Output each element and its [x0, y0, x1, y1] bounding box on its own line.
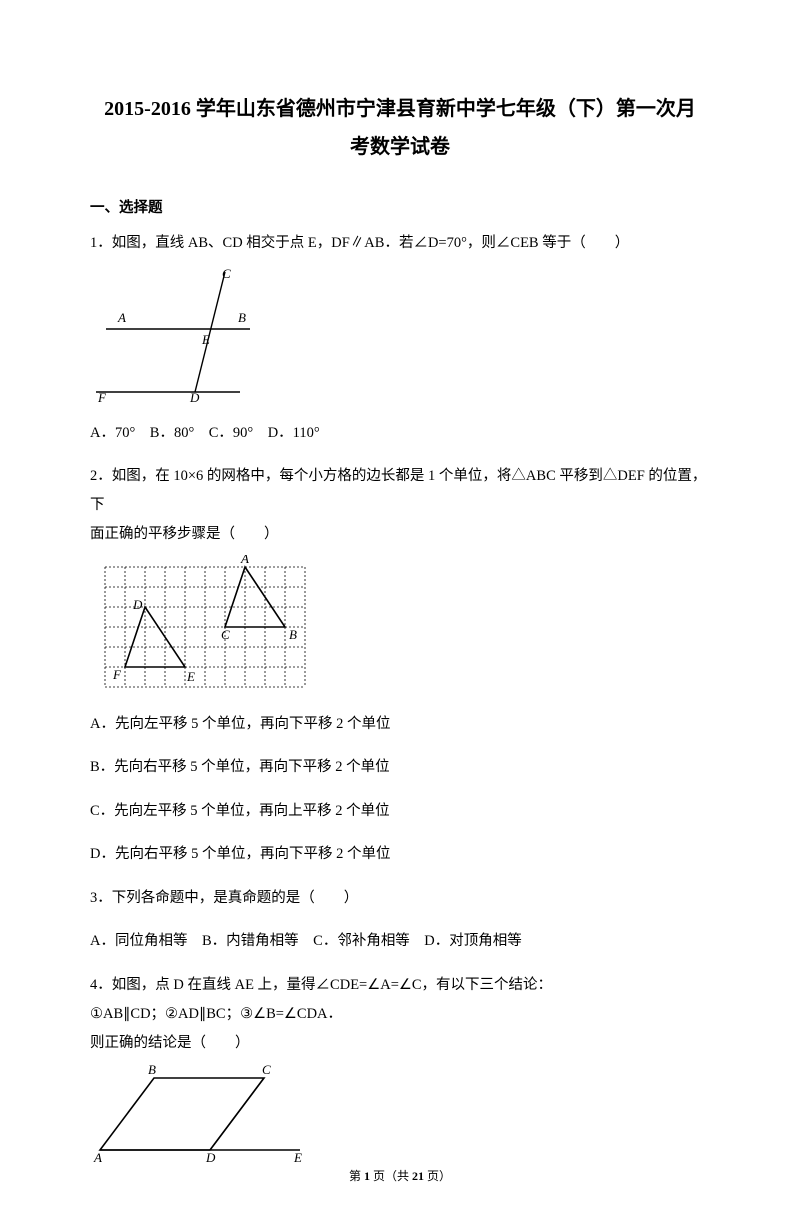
q2-figure: A B C D E F	[90, 555, 710, 695]
svg-text:A: A	[240, 555, 249, 566]
svg-text:E: E	[186, 669, 195, 684]
q1-options: A．70° B．80° C．90° D．110°	[90, 419, 710, 448]
q2-stem-line1: 2．如图，在 10×6 的网格中，每个小方格的边长都是 1 个单位，将△ABC …	[90, 462, 710, 520]
exam-title: 2015-2016 学年山东省德州市宁津县育新中学七年级（下）第一次月 考数学试…	[90, 90, 710, 166]
q2-svg: A B C D E F	[90, 555, 320, 695]
q2-stem-line2: 面正确的平移步骤是（ ）	[90, 520, 710, 549]
svg-text:C: C	[222, 266, 231, 281]
title-line-2: 考数学试卷	[90, 128, 710, 166]
q1-svg: A B C D E F	[90, 264, 260, 404]
svg-text:B: B	[238, 310, 246, 325]
q2-option-c: C．先向左平移 5 个单位，再向上平移 2 个单位	[90, 797, 710, 826]
footer-total: 21	[412, 1169, 424, 1183]
title-line-1: 2015-2016 学年山东省德州市宁津县育新中学七年级（下）第一次月	[90, 90, 710, 128]
svg-text:F: F	[97, 390, 107, 404]
q4-stem-line2: ①AB∥CD；②AD∥BC；③∠B=∠CDA．	[90, 1000, 710, 1029]
svg-text:C: C	[262, 1064, 271, 1077]
svg-text:D: D	[189, 390, 200, 404]
svg-text:F: F	[112, 667, 122, 682]
svg-text:E: E	[293, 1150, 302, 1164]
footer-pre: 第	[349, 1169, 364, 1183]
q3-stem: 3．下列各命题中，是真命题的是（ ）	[90, 884, 710, 913]
svg-text:B: B	[289, 627, 297, 642]
q2-option-b: B．先向右平移 5 个单位，再向下平移 2 个单位	[90, 753, 710, 782]
q4-svg: A B C D E	[90, 1064, 320, 1164]
page-footer: 第 1 页（共 21 页）	[0, 1167, 800, 1184]
q1-stem: 1．如图，直线 AB、CD 相交于点 E，DF∥AB．若∠D=70°，则∠CEB…	[90, 229, 710, 258]
footer-mid: 页（共	[370, 1169, 412, 1183]
svg-text:C: C	[221, 627, 230, 642]
svg-text:E: E	[201, 332, 210, 347]
q1-figure: A B C D E F	[90, 264, 710, 404]
q2-option-a: A．先向左平移 5 个单位，再向下平移 2 个单位	[90, 710, 710, 739]
svg-text:B: B	[148, 1064, 156, 1077]
q2-option-d: D．先向右平移 5 个单位，再向下平移 2 个单位	[90, 840, 710, 869]
svg-text:D: D	[132, 597, 143, 612]
q4-figure: A B C D E	[90, 1064, 710, 1164]
exam-page: 2015-2016 学年山东省德州市宁津县育新中学七年级（下）第一次月 考数学试…	[0, 0, 800, 1208]
q4-stem-line1: 4．如图，点 D 在直线 AE 上，量得∠CDE=∠A=∠C，有以下三个结论：	[90, 971, 710, 1000]
svg-text:D: D	[205, 1150, 216, 1164]
footer-post: 页）	[424, 1169, 451, 1183]
section-1-heading: 一、选择题	[90, 196, 710, 217]
q4-stem-line3: 则正确的结论是（ ）	[90, 1029, 710, 1058]
svg-text:A: A	[93, 1150, 102, 1164]
svg-text:A: A	[117, 310, 126, 325]
q3-options: A．同位角相等 B．内错角相等 C．邻补角相等 D．对顶角相等	[90, 927, 710, 956]
